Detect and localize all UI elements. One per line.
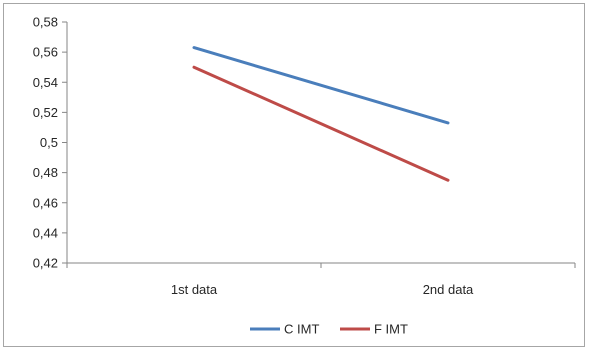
y-tick-labels: 0,42 0,44 0,46 0,48 0,5 0,52 0,54 0,56 0,58 <box>33 15 58 271</box>
legend-label-f-imt: F IMT <box>374 322 408 337</box>
series-line-c-imt <box>192 46 450 125</box>
y-tick-label: 0,56 <box>33 45 58 60</box>
y-tick-label: 0,58 <box>33 15 58 30</box>
series-line-f-imt <box>192 65 450 182</box>
y-tick-label: 0,46 <box>33 195 58 210</box>
axes <box>62 21 576 268</box>
legend: C IMT F IMT <box>250 322 408 337</box>
y-tick-label: 0,52 <box>33 105 58 120</box>
x-category-label: 1st data <box>171 282 218 297</box>
chart-frame <box>3 3 585 347</box>
x-category-labels: 1st data 2nd data <box>171 282 474 297</box>
y-tick-label: 0,42 <box>33 256 58 271</box>
y-tick-label: 0,44 <box>33 225 58 240</box>
y-tick-label: 0,54 <box>33 75 58 90</box>
legend-label-c-imt: C IMT <box>284 322 319 337</box>
series-lines <box>192 46 450 182</box>
y-tick-label: 0,5 <box>40 135 58 150</box>
x-category-label: 2nd data <box>423 282 474 297</box>
y-tick-label: 0,48 <box>33 165 58 180</box>
